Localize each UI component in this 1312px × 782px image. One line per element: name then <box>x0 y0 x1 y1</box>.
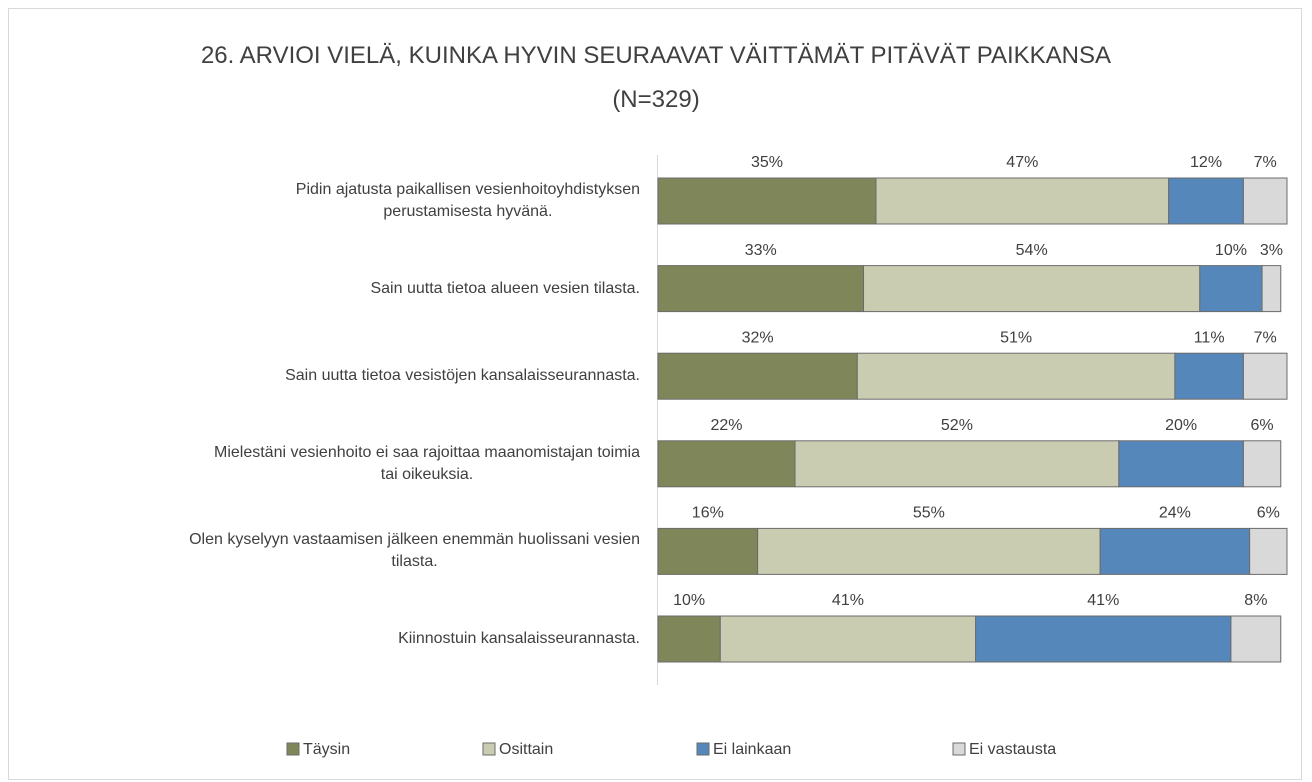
bar-segment <box>1249 527 1288 575</box>
data-label: 7% <box>1254 154 1277 171</box>
bar-segment <box>794 440 1120 488</box>
bar-segment <box>757 527 1101 575</box>
data-label: 22% <box>710 417 742 434</box>
bar-segment <box>1168 177 1244 225</box>
data-label: 32% <box>742 329 774 346</box>
bar-segment <box>657 265 865 313</box>
data-label: 16% <box>692 505 724 522</box>
data-label: 11% <box>1194 329 1225 346</box>
bar-segment <box>1099 527 1251 575</box>
legend-label: Ei lainkaan <box>713 741 791 758</box>
legend-swatch <box>952 742 966 756</box>
legend-label: Ei vastausta <box>969 741 1056 758</box>
bar-segment <box>1242 177 1288 225</box>
bar-segment <box>657 177 877 225</box>
bar-segment <box>657 615 721 663</box>
data-label: 12% <box>1190 154 1222 171</box>
category-label: Kiinnostuin kansalaisseurannasta. <box>398 630 640 647</box>
data-label: 10% <box>673 592 705 609</box>
category-label: Mielestäni vesienhoito ei saa rajoittaa … <box>214 443 640 483</box>
data-label: 47% <box>1006 154 1038 171</box>
bar-segment <box>657 527 759 575</box>
bar-segment <box>863 265 1201 313</box>
bar-segment <box>1230 615 1282 663</box>
data-label: 3% <box>1260 242 1283 259</box>
data-label: 41% <box>1087 592 1119 609</box>
legend-swatch <box>696 742 710 756</box>
legend-label: Osittain <box>499 741 553 758</box>
data-label: 10% <box>1215 242 1247 259</box>
data-label: 35% <box>751 154 783 171</box>
category-label: Sain uutta tietoa alueen vesien tilasta. <box>370 279 640 297</box>
bar-segment <box>1242 440 1282 488</box>
data-label: 24% <box>1159 505 1191 522</box>
bar-segment <box>1199 265 1263 313</box>
category-label: Sain uutta tietoa vesistöjen kansalaisse… <box>285 367 640 385</box>
category-label: Pidin ajatusta paikallisen vesienhoitoyh… <box>295 181 640 220</box>
bar-segment <box>975 615 1232 663</box>
legend-swatch <box>286 742 300 756</box>
bar-segment <box>1174 352 1244 400</box>
data-label: 41% <box>832 592 864 609</box>
bar-segment <box>1261 265 1282 313</box>
bar-segment <box>1118 440 1244 488</box>
bar-segment <box>875 177 1170 225</box>
bar-segment <box>657 352 858 400</box>
data-label: 54% <box>1016 242 1048 259</box>
data-label: 6% <box>1251 417 1274 434</box>
bar-segment <box>856 352 1176 400</box>
legend-swatch <box>482 742 496 756</box>
data-label: 33% <box>745 242 777 259</box>
data-label: 6% <box>1257 505 1280 522</box>
data-label: 51% <box>1000 329 1032 346</box>
legend-label: Täysin <box>303 741 350 758</box>
chart-title: 26. ARVIOI VIELÄ, KUINKA HYVIN SEURAAVAT… <box>200 42 1112 113</box>
data-label: 20% <box>1165 417 1197 434</box>
data-label: 55% <box>913 505 945 522</box>
bar-segment <box>657 440 796 488</box>
category-label: Olen kyselyyn vastaamisen jälkeen enemmä… <box>189 531 640 571</box>
data-label: 7% <box>1254 329 1277 346</box>
data-label: 8% <box>1244 592 1267 609</box>
data-label: 52% <box>941 417 973 434</box>
chart-frame <box>8 8 1302 780</box>
bar-segment <box>719 615 977 663</box>
bar-segment <box>1242 352 1288 400</box>
